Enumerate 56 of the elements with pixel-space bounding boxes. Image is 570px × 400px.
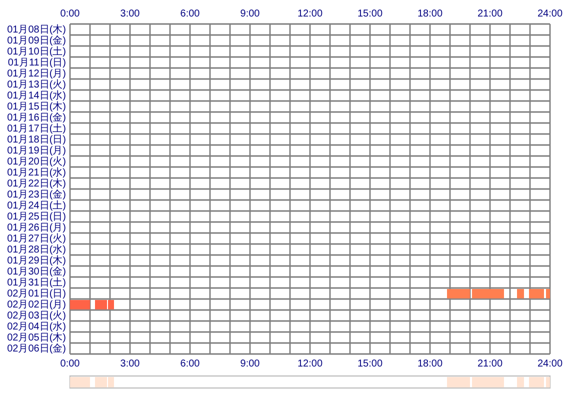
y-tick-label: 01月13日(火) xyxy=(7,78,66,90)
y-tick-label: 01月08日(木) xyxy=(7,24,66,36)
x-tick-label: 15:00 xyxy=(357,358,383,370)
y-tick-label: 01月14日(水) xyxy=(7,90,66,102)
y-tick-label: 01月11日(日) xyxy=(8,58,66,68)
y-tick-label: 01月18日(日) xyxy=(7,134,66,146)
bar xyxy=(517,377,524,388)
y-tick-label: 01月30日(金) xyxy=(7,266,66,278)
x-tick-label: 12:00 xyxy=(297,358,323,370)
y-tick-label: 01月31日(土) xyxy=(7,276,66,288)
y-tick-label: 01月24日(土) xyxy=(7,200,66,212)
y-tick-label: 01月22日(木) xyxy=(7,178,66,190)
x2-tick-label: 24:00 xyxy=(537,8,563,20)
y-tick-label: 01月20日(火) xyxy=(7,156,66,168)
x-tick-label: 24:00 xyxy=(537,358,563,370)
x2-tick-label: 6:00 xyxy=(180,8,200,20)
x-tick-label: 21:00 xyxy=(477,358,503,370)
y-tick-label: 01月19日(月) xyxy=(7,146,66,156)
x-tick-label: 0:00 xyxy=(60,358,80,370)
x2-tick-label: 0:00 xyxy=(60,8,80,20)
y-tick-label: 01月12日(月) xyxy=(7,68,66,80)
bar xyxy=(447,377,470,388)
bar xyxy=(529,289,544,298)
y-tick-label: 01月26日(月) xyxy=(7,222,66,234)
x-tick-label: 9:00 xyxy=(240,358,260,370)
y-tick-label: 01月15日(木) xyxy=(7,100,66,112)
x2-tick-label: 9:00 xyxy=(240,8,260,20)
y-tick-label: 01月28日(水) xyxy=(7,244,66,256)
y-tick-label: 01月17日(土) xyxy=(7,122,66,134)
bar xyxy=(546,377,550,388)
x-tick-label: 18:00 xyxy=(417,358,443,370)
x2-tick-label: 3:00 xyxy=(120,8,140,20)
bar xyxy=(472,377,504,388)
bar xyxy=(529,377,544,388)
y-tick-label: 01月21日(水) xyxy=(7,166,66,178)
x2-tick-label: 18:00 xyxy=(417,8,443,20)
y-tick-label: 01月10日(土) xyxy=(7,46,66,58)
x2-tick-label: 21:00 xyxy=(477,8,503,20)
y-tick-label: 01月27日(火) xyxy=(7,232,66,244)
y-tick-label: 01月09日(金) xyxy=(7,34,66,46)
x2-tick-label: 15:00 xyxy=(357,8,383,20)
bar xyxy=(70,377,90,388)
x-tick-label: 6:00 xyxy=(180,358,200,370)
y-tick-label: 02月03日(火) xyxy=(7,310,66,322)
y-tick-label: 02月05日(木) xyxy=(7,332,66,344)
y-tick-label: 01月23日(金) xyxy=(7,188,66,200)
y-tick-label: 02月02日(月) xyxy=(7,300,66,310)
y-tick-label: 02月04日(水) xyxy=(7,320,66,332)
x2-tick-label: 12:00 xyxy=(297,8,323,20)
y-tick-label: 02月01日(日) xyxy=(7,288,66,300)
bar xyxy=(546,289,550,298)
y-tick-label: 02月06日(金) xyxy=(7,342,66,354)
x-tick-label: 3:00 xyxy=(120,358,140,370)
y-tick-label: 01月25日(日) xyxy=(7,212,66,222)
y-tick-label: 01月29日(木) xyxy=(7,254,66,266)
y-tick-label: 01月16日(金) xyxy=(7,112,66,124)
